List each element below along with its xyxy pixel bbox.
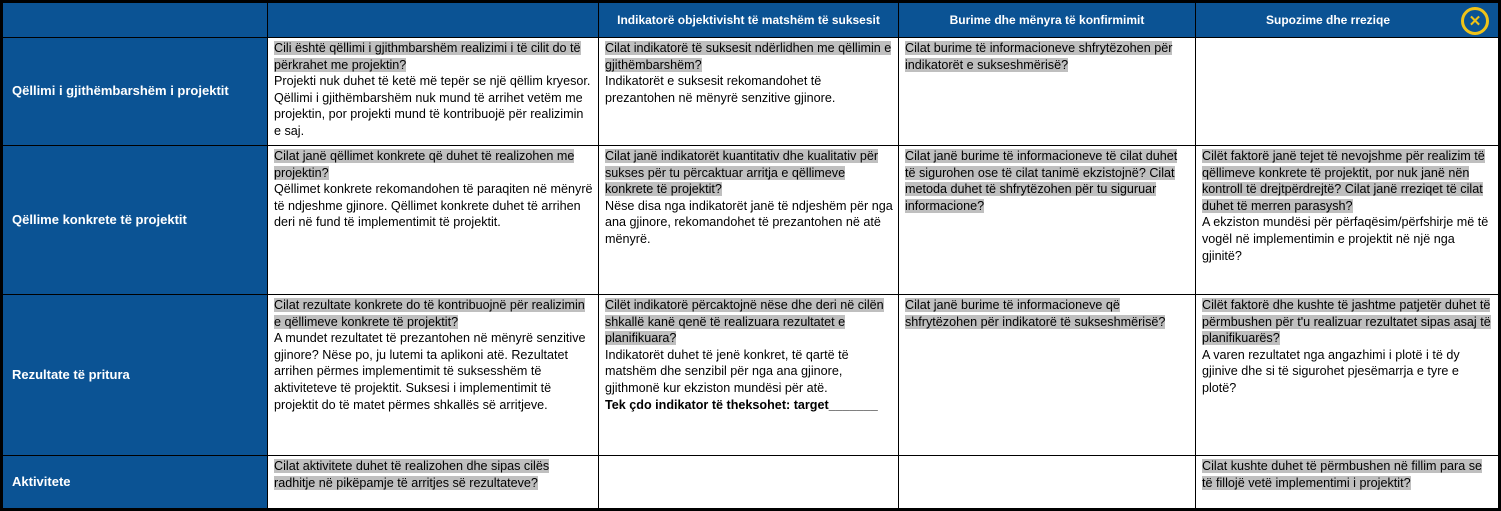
cell-activities-assumptions: Cilat kushte duhet të përmbushen në fill… <box>1196 456 1498 508</box>
header-cell-assumptions: Supozime dhe rreziqe <box>1196 3 1498 37</box>
cell-note-segment: A varen rezultatet nga angazhimi i plotë… <box>1202 347 1460 396</box>
cell-question-segment: Cilët indikatorë përcaktojnë nëse dhe de… <box>605 298 884 346</box>
cell-note-segment: Nëse disa nga indikatorët janë të ndjesh… <box>605 198 893 247</box>
cell-results-sources: Cilat janë burime të informacioneve që s… <box>899 295 1195 455</box>
cell-note-segment: Qëllimet konkrete rekomandohen të paraqi… <box>274 182 593 230</box>
cell-question-segment: Cili është qëllimi i gjithmbarshëm reali… <box>274 41 581 72</box>
cell-goal-assumptions <box>1196 38 1498 145</box>
cell-question-segment: Cilat kushte duhet të përmbushen në fill… <box>1202 459 1483 490</box>
close-icon: ✕ <box>1468 12 1482 30</box>
cell-note-segment: Indikatorët duhet të jenë konkret, të qa… <box>605 347 849 396</box>
cell-question-segment: Cilat janë qëllimet konkrete që duhet të… <box>274 149 575 180</box>
cell-activities-sources <box>899 456 1195 508</box>
cell-question-segment: Cilat janë burime të informacioneve të c… <box>905 149 1178 213</box>
cell-note-segment: Indikatorët e suksesit rekomandohet të p… <box>605 74 836 105</box>
header-cell-blank-2 <box>268 3 598 37</box>
cell-question-segment: Cilët faktorë dhe kushte të jashtme patj… <box>1202 298 1491 346</box>
cell-bold-segment: Tek çdo indikator të theksohet: target__… <box>605 397 878 412</box>
cell-question-segment: Cilat janë indikatorët kuantitativ dhe k… <box>605 149 879 197</box>
close-button[interactable]: ✕ <box>1461 7 1489 35</box>
row-header-activities: Aktivitete <box>3 456 267 508</box>
cell-note-segment: A ekziston mundësi për përfaqësim/përfsh… <box>1202 215 1489 263</box>
cell-objectives-assumptions: Cilët faktorë janë tejet të nevojshme pë… <box>1196 146 1498 294</box>
cell-objectives-indicators: Cilat janë indikatorët kuantitativ dhe k… <box>599 146 898 294</box>
header-cell-indicators: Indikatorë objektivisht të matshëm të su… <box>599 3 898 37</box>
cell-results-description: Cilat rezultate konkrete do të kontribuo… <box>268 295 598 455</box>
cell-question-segment: Cilat burime të informacioneve shfrytëzo… <box>905 41 1173 72</box>
cell-results-indicators: Cilët indikatorë përcaktojnë nëse dhe de… <box>599 295 898 455</box>
cell-question-segment: Cilat janë burime të informacioneve që s… <box>905 298 1166 329</box>
cell-question-segment: Cilat indikatorë të suksesit ndërlidhen … <box>605 41 892 72</box>
header-cell-blank-1 <box>3 3 267 37</box>
cell-goal-indicators: Cilat indikatorë të suksesit ndërlidhen … <box>599 38 898 145</box>
cell-objectives-sources: Cilat janë burime të informacioneve të c… <box>899 146 1195 294</box>
cell-goal-sources: Cilat burime të informacioneve shfrytëzo… <box>899 38 1195 145</box>
cell-note-segment: A mundet rezultatet të prezantohen në më… <box>274 331 586 412</box>
cell-question-segment: Cilat aktivitete duhet të realizohen dhe… <box>274 459 550 490</box>
row-header-overall-goal: Qëllimi i gjithëmbarshëm i projektit <box>3 38 267 145</box>
row-header-objectives: Qëllime konkrete të projektit <box>3 146 267 294</box>
cell-goal-description: Cili është qëllimi i gjithmbarshëm reali… <box>268 38 598 145</box>
header-cell-sources: Burime dhe mënyra të konfirmimit <box>899 3 1195 37</box>
cell-results-assumptions: Cilët faktorë dhe kushte të jashtme patj… <box>1196 295 1498 455</box>
row-header-results: Rezultate të pritura <box>3 295 267 455</box>
cell-note-segment: Projekti nuk duhet të ketë më tepër se n… <box>274 74 591 139</box>
cell-activities-description: Cilat aktivitete duhet të realizohen dhe… <box>268 456 598 508</box>
cell-objectives-description: Cilat janë qëllimet konkrete që duhet të… <box>268 146 598 294</box>
cell-activities-indicators <box>599 456 898 508</box>
cell-question-segment: Cilët faktorë janë tejet të nevojshme pë… <box>1202 149 1485 213</box>
cell-question-segment: Cilat rezultate konkrete do të kontribuo… <box>274 298 585 329</box>
